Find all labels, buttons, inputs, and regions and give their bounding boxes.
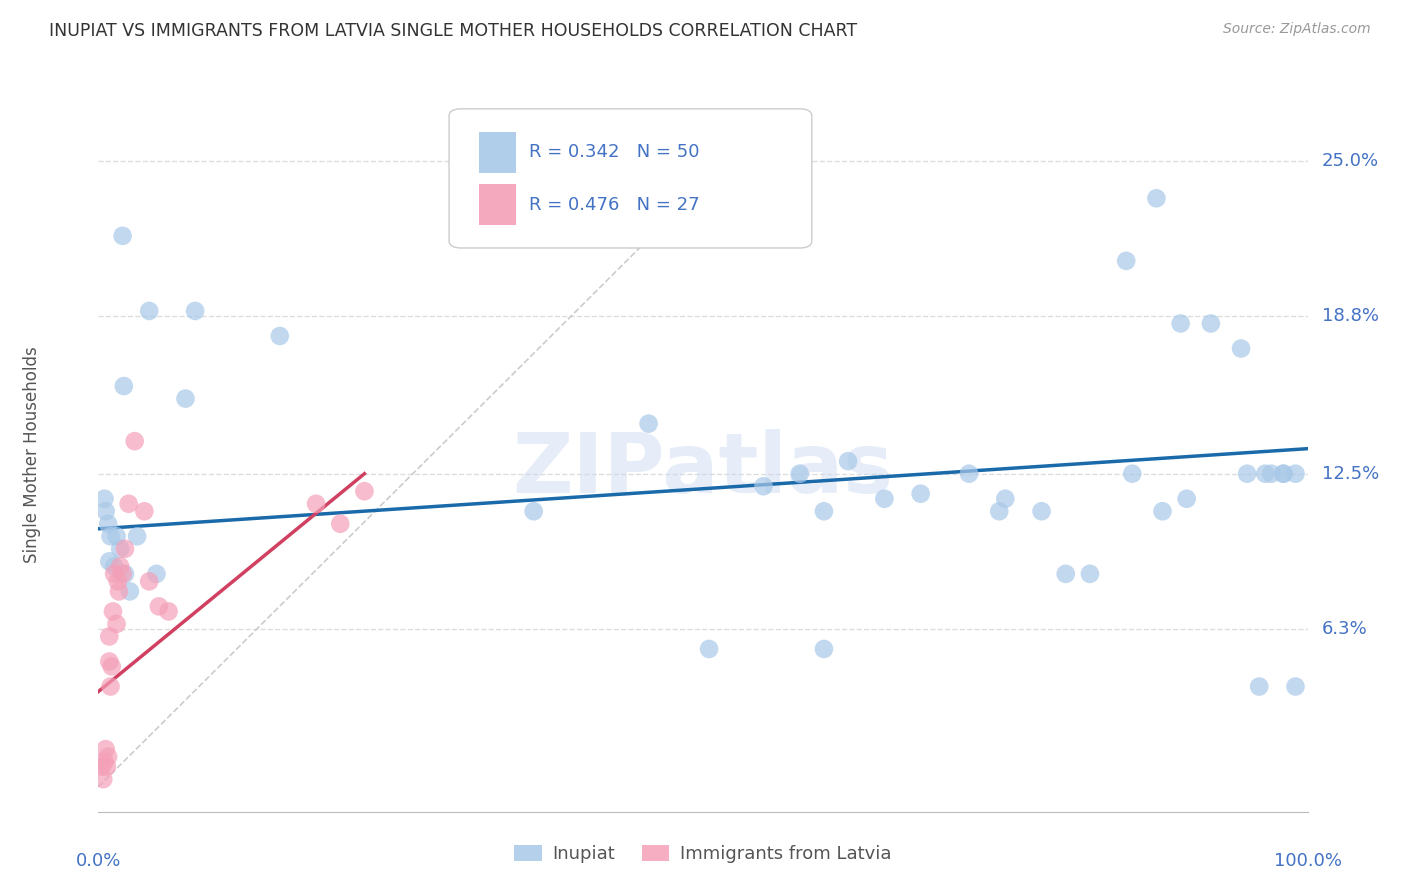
Point [752, 479, 775, 493]
Point [988, 504, 1011, 518]
Point [91, 759, 114, 773]
Point [157, 604, 180, 618]
Point [94, 504, 117, 518]
Point [100, 659, 122, 673]
Text: 25.0%: 25.0% [1322, 152, 1379, 169]
Point [100, 529, 122, 543]
Point [1115, 253, 1137, 268]
Point [103, 559, 125, 574]
Text: 18.8%: 18.8% [1322, 307, 1379, 325]
Point [789, 467, 811, 481]
Point [112, 379, 135, 393]
Point [637, 417, 659, 431]
Text: 0.0%: 0.0% [76, 852, 121, 870]
Point [118, 584, 141, 599]
FancyBboxPatch shape [479, 184, 516, 225]
Text: 12.5%: 12.5% [1322, 465, 1379, 483]
Point [1260, 467, 1282, 481]
Point [523, 504, 546, 518]
Point [97, 516, 120, 531]
FancyBboxPatch shape [479, 132, 516, 173]
Point [994, 491, 1017, 506]
Point [94, 742, 117, 756]
Point [93, 491, 115, 506]
Point [305, 497, 328, 511]
Point [114, 566, 136, 581]
Point [1236, 467, 1258, 481]
Text: Source: ZipAtlas.com: Source: ZipAtlas.com [1223, 22, 1371, 37]
Point [1272, 467, 1295, 481]
Point [145, 566, 167, 581]
Point [184, 304, 207, 318]
Point [1152, 504, 1174, 518]
Point [100, 680, 122, 694]
Text: INUPIAT VS IMMIGRANTS FROM LATVIA SINGLE MOTHER HOUSEHOLDS CORRELATION CHART: INUPIAT VS IMMIGRANTS FROM LATVIA SINGLE… [49, 22, 858, 40]
Point [1254, 467, 1277, 481]
Text: R = 0.476   N = 27: R = 0.476 N = 27 [529, 196, 700, 214]
Point [127, 529, 149, 543]
Text: Single Mother Households: Single Mother Households [22, 347, 41, 563]
Point [98, 554, 121, 568]
Point [1284, 680, 1306, 694]
Text: R = 0.342   N = 50: R = 0.342 N = 50 [529, 144, 699, 161]
Point [148, 599, 170, 614]
Point [1284, 467, 1306, 481]
Point [1031, 504, 1053, 518]
Point [107, 574, 129, 589]
Point [103, 566, 125, 581]
Point [813, 504, 835, 518]
Point [124, 434, 146, 449]
Text: ZIPatlas: ZIPatlas [513, 429, 893, 509]
Point [1272, 467, 1295, 481]
Point [873, 491, 896, 506]
Point [269, 329, 291, 343]
Point [97, 749, 120, 764]
Point [138, 574, 160, 589]
Point [134, 504, 156, 518]
Point [1170, 317, 1192, 331]
Point [111, 566, 134, 581]
Point [91, 772, 114, 787]
Text: 6.3%: 6.3% [1322, 620, 1368, 638]
Point [837, 454, 859, 468]
Point [1144, 191, 1167, 205]
Point [174, 392, 197, 406]
Point [108, 584, 131, 599]
Point [697, 642, 720, 657]
Point [813, 642, 835, 657]
Point [1249, 680, 1271, 694]
Point [105, 529, 128, 543]
Point [93, 755, 115, 769]
Point [910, 487, 932, 501]
Text: 100.0%: 100.0% [1274, 852, 1341, 870]
Point [1199, 317, 1222, 331]
Point [108, 541, 131, 556]
Point [1175, 491, 1198, 506]
FancyBboxPatch shape [449, 109, 811, 248]
Point [353, 484, 375, 499]
Legend: Inupiat, Immigrants from Latvia: Inupiat, Immigrants from Latvia [508, 838, 898, 871]
Point [957, 467, 980, 481]
Point [98, 655, 121, 669]
Point [96, 759, 118, 773]
Point [1054, 566, 1077, 581]
Point [101, 604, 124, 618]
Point [138, 304, 160, 318]
Point [108, 559, 131, 574]
Point [1121, 467, 1143, 481]
Point [1230, 342, 1253, 356]
Point [105, 616, 128, 631]
Point [1078, 566, 1101, 581]
Point [114, 541, 136, 556]
Point [111, 228, 134, 243]
Point [329, 516, 352, 531]
Point [98, 630, 121, 644]
Point [118, 497, 141, 511]
